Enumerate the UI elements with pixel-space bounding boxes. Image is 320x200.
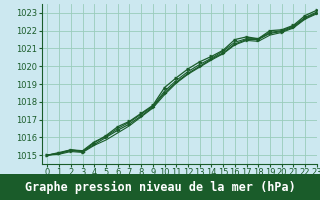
Text: Graphe pression niveau de la mer (hPa): Graphe pression niveau de la mer (hPa) xyxy=(25,180,295,194)
